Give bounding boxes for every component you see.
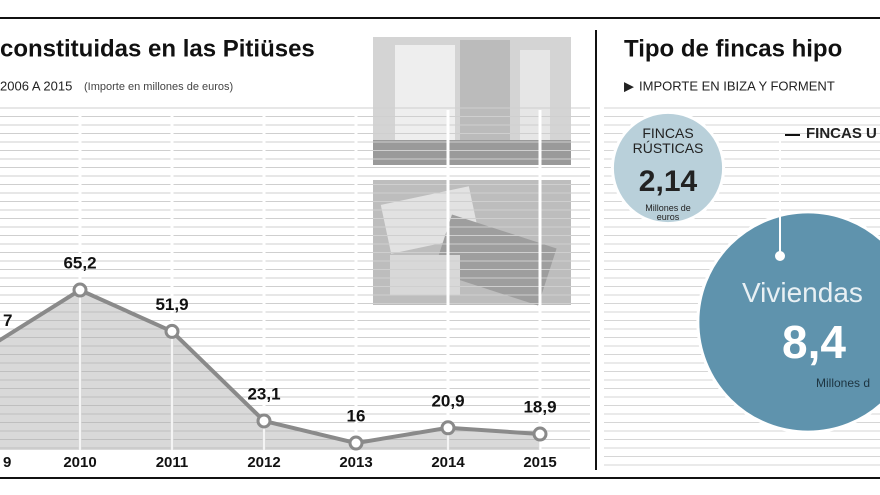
bubble-value: 8,4 (782, 316, 846, 368)
point (72, 282, 88, 298)
x-tick-label: 2015 (523, 454, 556, 471)
value-label: 65,2 (63, 254, 96, 273)
x-tick-label: 2010 (63, 454, 96, 471)
point (348, 435, 364, 451)
x-tick-label: 2011 (156, 454, 189, 471)
chart-subtitle-arrow: ▶ (624, 78, 634, 93)
point (256, 413, 272, 429)
bubble-name: FINCAS RÚSTICAS (632, 125, 704, 156)
bubble-unit: Millones de euros (645, 203, 691, 223)
point (532, 426, 548, 442)
value-label: 16 (347, 407, 366, 426)
point (440, 420, 456, 436)
chart-subtitle: IMPORTE EN IBIZA Y FORMENT (639, 78, 835, 93)
chart-subtitle: 2006 A 2015 (0, 78, 72, 93)
x-tick-label: 2014 (431, 454, 465, 471)
x-tick-label: 2012 (247, 454, 280, 471)
value-label: 23,1 (247, 384, 280, 403)
bubble-label: Viviendas (742, 277, 863, 308)
leader-dot (775, 251, 785, 261)
x-tick-label: 9 (3, 454, 11, 471)
value-label: 51,9 (155, 295, 188, 314)
value-label: 7 (3, 311, 12, 330)
bubble-value: 2,14 (638, 165, 698, 198)
chart-title: constituidas en las Pitiüses (0, 35, 315, 62)
photo-buildings (373, 37, 571, 165)
point (164, 323, 180, 339)
value-label: 20,9 (431, 391, 464, 410)
value-label: 18,9 (523, 398, 556, 417)
bubble (610, 110, 726, 226)
chart-title: Tipo de fincas hipo (624, 35, 842, 62)
bubble-name: FINCAS U (806, 125, 877, 142)
chart-note: (Importe en millones de euros) (84, 81, 233, 93)
bubble-unit: Millones d (816, 376, 871, 390)
x-tick-label: 2013 (339, 454, 372, 471)
area (0, 290, 540, 450)
bubble (696, 210, 880, 434)
